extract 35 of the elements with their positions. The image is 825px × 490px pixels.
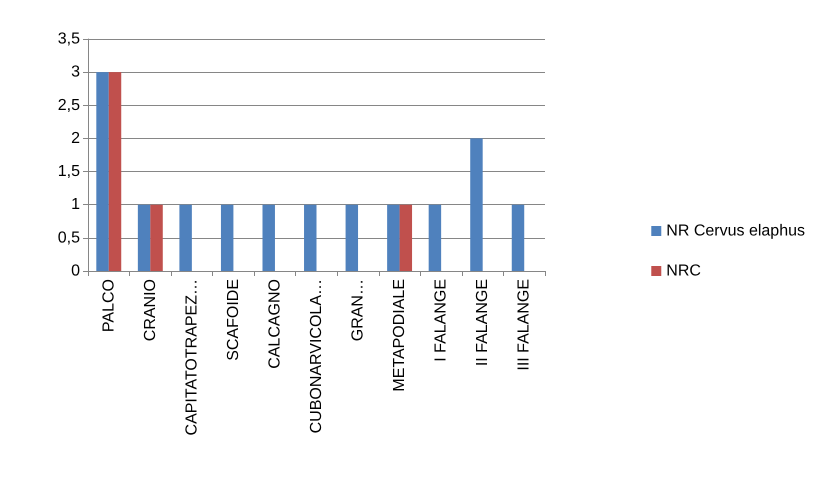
y-tick-label: 1 — [71, 196, 80, 214]
bar — [346, 204, 358, 271]
bar — [220, 204, 234, 271]
x-tick-label: CUBONARVICOLA… — [308, 279, 325, 434]
y-tick-label: 0,5 — [58, 229, 80, 246]
x-tick-label: CRANIO — [142, 279, 159, 342]
x-tick-label: PALCO — [100, 279, 118, 332]
y-tick-label: 2 — [71, 130, 80, 147]
x-tick-label: I FALANGE — [432, 279, 450, 362]
bar — [387, 204, 400, 271]
y-tick-label: 0 — [71, 262, 80, 280]
y-tick-label: 2,5 — [58, 96, 80, 114]
bar — [96, 72, 109, 271]
x-tick-label: CALCAGNO — [266, 279, 284, 369]
bar — [108, 72, 122, 271]
bar — [138, 204, 150, 271]
bar — [304, 204, 316, 271]
x-tick-label: II FALANGE — [474, 279, 492, 366]
bar — [262, 204, 275, 271]
bar — [400, 204, 412, 271]
bar — [179, 204, 192, 271]
bar — [512, 204, 524, 271]
bar — [428, 204, 442, 271]
y-tick-label: 3,5 — [58, 30, 80, 48]
x-tick-label: CAPITATOTRAPEZ… — [183, 279, 200, 436]
x-tick-label: METAPODIALE — [391, 279, 408, 392]
y-tick-label: 1,5 — [58, 163, 80, 180]
x-tick-label: III FALANGE — [516, 279, 533, 371]
x-tick-label: SCAFOIDE — [224, 279, 242, 361]
y-tick-label: 3 — [71, 64, 80, 81]
bar — [150, 204, 163, 271]
bar — [470, 138, 483, 271]
x-tick-label: GRAN… — [350, 279, 367, 342]
legend-label: NR Cervus elaphus — [666, 222, 806, 240]
legend-label: NRC — [666, 262, 701, 280]
